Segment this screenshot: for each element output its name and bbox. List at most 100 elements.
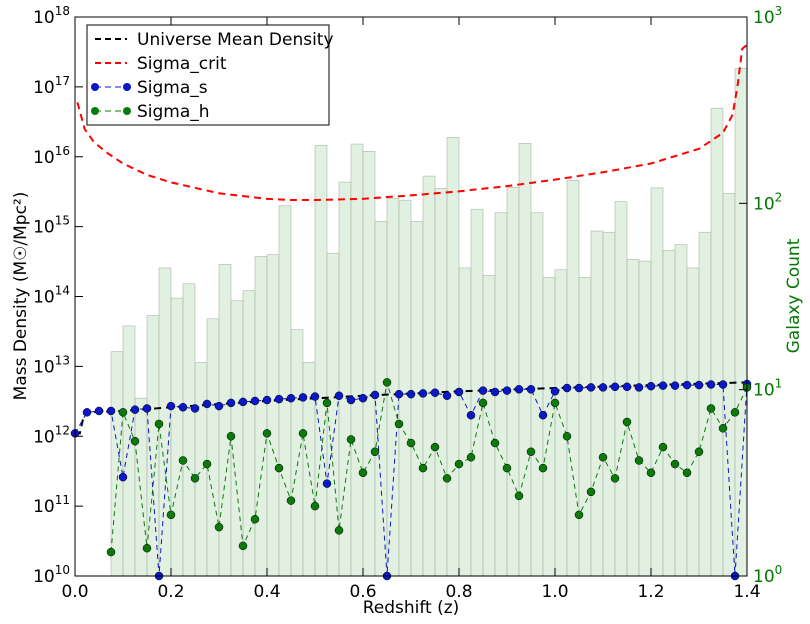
data-point: [562, 383, 572, 393]
histogram-bar: [170, 297, 184, 577]
histogram-bar: [122, 325, 136, 577]
data-point: [298, 393, 308, 402]
data-point: [262, 395, 272, 405]
legend-label: Sigma_crit: [137, 54, 227, 74]
data-point: [214, 522, 224, 532]
data-point: [214, 401, 224, 411]
data-point: [658, 442, 668, 452]
histogram-bar: [110, 351, 124, 577]
data-point: [130, 436, 140, 446]
data-point: [418, 463, 428, 473]
x-tick-label: 0.0: [61, 582, 88, 602]
data-point: [166, 401, 176, 411]
histogram-bar: [698, 231, 712, 577]
legend-label: Sigma_h: [137, 102, 210, 122]
data-point: [562, 432, 572, 441]
data-point: [490, 387, 500, 397]
data-point: [202, 459, 212, 469]
data-point: [550, 398, 560, 408]
data-point: [166, 510, 176, 520]
histogram-bar: [314, 144, 328, 577]
data-point: [646, 381, 656, 391]
data-point: [526, 385, 536, 394]
histogram-bar: [602, 231, 616, 577]
data-point: [190, 474, 200, 483]
data-point: [274, 394, 284, 404]
data-point: [274, 463, 284, 473]
histogram-bar: [734, 68, 748, 577]
data-point: [634, 456, 644, 465]
histogram-bar: [554, 269, 568, 577]
data-point: [418, 389, 428, 398]
histogram-bar: [242, 290, 256, 577]
histogram-bar: [458, 267, 472, 577]
data-point: [142, 543, 152, 553]
tick-label: 1013: [33, 353, 70, 377]
x-tick-label: 0.8: [445, 582, 472, 602]
data-point: [454, 387, 464, 397]
data-point: [430, 388, 440, 397]
data-point: [106, 406, 116, 416]
tick-label: 1017: [33, 74, 70, 98]
tick-label: 1012: [33, 423, 70, 447]
data-point: [670, 459, 680, 469]
tick-label: 1015: [33, 214, 70, 238]
tick-label: 1014: [33, 284, 70, 308]
data-point: [238, 397, 248, 407]
data-point: [286, 393, 296, 403]
x-axis-label: Redshift (z): [363, 598, 460, 618]
data-point: [178, 456, 188, 465]
data-point: [130, 405, 140, 414]
histogram-bar: [254, 255, 268, 577]
histogram-bar: [578, 277, 592, 577]
data-point: [154, 419, 164, 429]
data-point: [286, 496, 296, 505]
data-point: [634, 383, 644, 392]
histogram-bar: [266, 254, 280, 577]
data-point: [718, 424, 728, 433]
data-point: [574, 383, 584, 393]
data-point: [406, 438, 416, 448]
x-tick-label: 0.4: [253, 582, 280, 602]
data-point: [346, 395, 356, 405]
x-tick-label: 0.2: [157, 582, 184, 602]
data-point: [598, 453, 608, 462]
data-point: [298, 429, 308, 438]
data-point: [514, 491, 524, 501]
histogram-bar: [422, 175, 436, 577]
x-tick-label: 1.0: [541, 582, 568, 602]
data-point: [478, 386, 488, 395]
histogram-bar: [350, 143, 364, 577]
histogram-bar: [362, 151, 376, 577]
data-point: [694, 447, 704, 457]
histogram-bar: [626, 259, 640, 577]
histogram-bar: [206, 318, 220, 577]
data-point: [550, 387, 560, 396]
histogram-bar: [386, 198, 400, 577]
data-point: [682, 380, 692, 390]
data-point: [382, 378, 392, 387]
histogram-bar: [434, 188, 448, 577]
data-point: [442, 391, 452, 400]
data-point: [118, 408, 128, 417]
tick-label: 102: [753, 190, 782, 214]
x-tick-label: 1.4: [733, 582, 760, 602]
data-point: [538, 463, 548, 473]
histogram-bar: [194, 362, 208, 577]
data-point: [586, 487, 596, 497]
data-point: [94, 406, 104, 416]
data-point: [322, 479, 332, 488]
histogram-bar: [506, 186, 520, 577]
tick-label: 103: [753, 4, 782, 28]
data-point: [406, 389, 416, 399]
x-tick-label: 0.6: [349, 582, 376, 602]
histogram-bar: [482, 275, 496, 577]
data-point: [706, 380, 716, 389]
data-point: [730, 408, 740, 417]
data-point: [538, 410, 548, 420]
data-point: [622, 382, 632, 392]
histogram-bar: [182, 283, 196, 577]
histogram-bar: [542, 277, 556, 577]
data-point: [514, 385, 524, 394]
data-point: [574, 510, 584, 520]
